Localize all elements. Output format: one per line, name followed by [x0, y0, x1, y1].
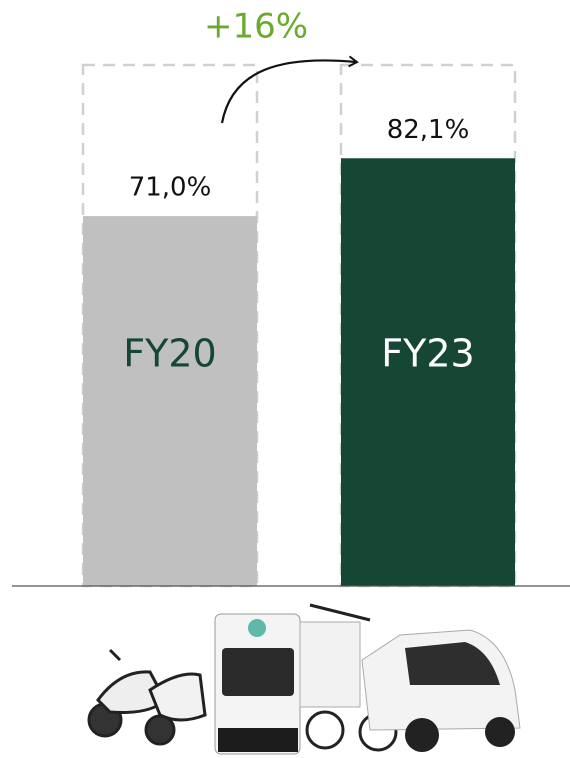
vehicles-illustration [89, 605, 520, 754]
plot-area: 71,0% FY20 82,1% FY23 [83, 65, 515, 586]
scooter [89, 650, 205, 744]
category-label: FY20 [123, 332, 216, 376]
growth-arrow [222, 60, 356, 123]
chart: 71,0% FY20 82,1% FY23 +16% [0, 0, 570, 758]
utility-vehicle [215, 614, 300, 754]
value-label: 82,1% [387, 115, 470, 145]
growth-annotation: +16% [204, 7, 308, 47]
van [362, 630, 520, 752]
bar [83, 216, 257, 586]
value-label: 71,0% [129, 173, 212, 203]
category-label: FY23 [381, 332, 474, 376]
